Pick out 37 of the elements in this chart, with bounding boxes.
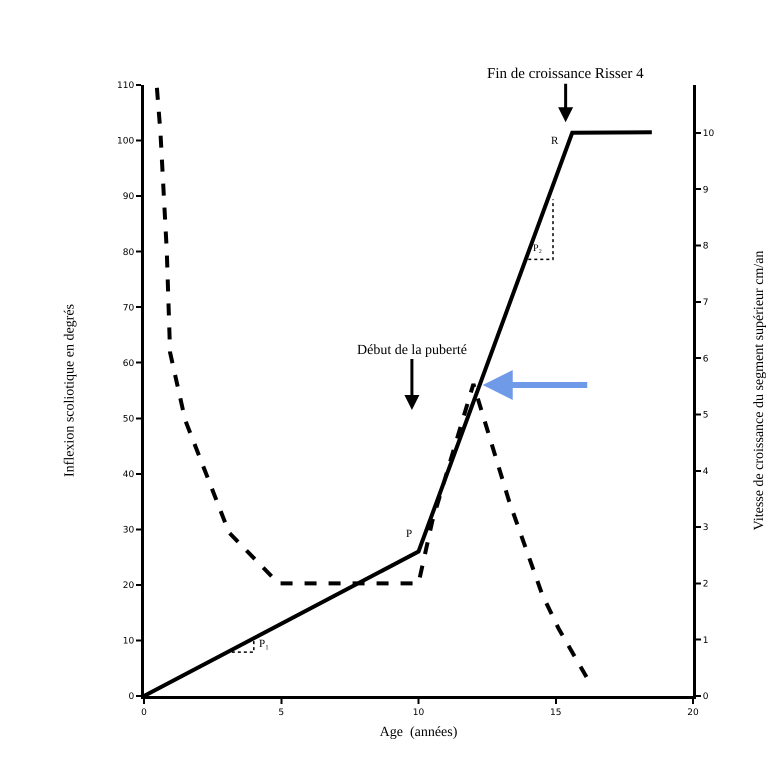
x-axis-title: Age (années) [380, 725, 458, 740]
y2-axis-title: Vitesse de croissance du segment supérieur cm/an [752, 250, 767, 530]
y2-tick-label: 9 [702, 185, 709, 196]
y2-tick-label: 7 [702, 298, 709, 308]
annotation: Début de la puberté [357, 343, 468, 358]
y2-tick-label: 1 [702, 636, 709, 646]
annotation: P₂ [533, 243, 542, 254]
y-tick-label: 0 [128, 692, 134, 702]
y2-tick-label: 3 [702, 523, 709, 534]
y2-tick-label: 8 [702, 242, 709, 252]
y-tick-label: 70 [122, 303, 134, 314]
x-tick-label: 15 [550, 708, 562, 718]
y2-tick-label: 2 [702, 580, 709, 590]
text: Fin de croissance Risser 4 [487, 66, 644, 82]
y2-tick-label: 0 [702, 692, 709, 702]
y-tick-label: 100 [117, 136, 134, 147]
y-tick-label: 30 [122, 526, 134, 536]
y2-tick-label: 4 [702, 466, 709, 477]
y-tick-label: 10 [122, 636, 134, 647]
y2-tick-label: 10 [702, 129, 715, 140]
y-tick-label: 40 [122, 470, 134, 480]
y-tick-label: 60 [122, 358, 134, 369]
y-tick-label: 90 [122, 192, 134, 202]
y2-tick-label: 6 [702, 354, 709, 364]
x-tick-label: 20 [687, 708, 699, 718]
x-tick-label: 5 [278, 708, 284, 718]
y-tick-label: 20 [122, 581, 134, 592]
y-tick-label: 50 [122, 414, 134, 424]
x-tick-label: 0 [141, 708, 148, 718]
x-tick-label: 10 [412, 708, 424, 718]
annotation: R [551, 135, 559, 147]
annotation: P [406, 528, 412, 540]
annotation: P₁ [259, 638, 270, 650]
y-tick-label: 110 [117, 81, 134, 92]
y-tick-label: 80 [122, 248, 134, 258]
y2-tick-label: 5 [702, 410, 709, 421]
y-axis-title: Inflexion scoliotique en degrés [62, 304, 78, 478]
